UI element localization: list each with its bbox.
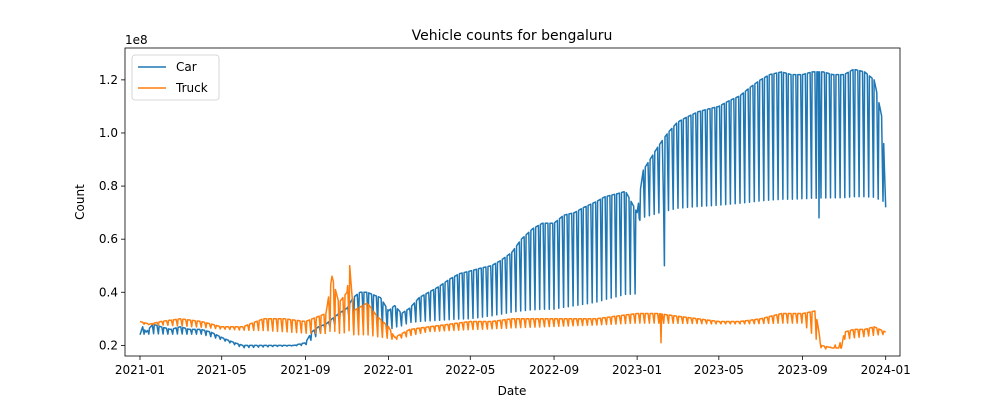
- x-tick-label: 2021-05: [197, 363, 247, 377]
- legend-label-car: Car: [176, 60, 197, 74]
- x-tick-label: 2024-01: [861, 363, 911, 377]
- legend-label-truck: Truck: [175, 81, 208, 95]
- axes-frame: [124, 47, 901, 357]
- x-tick-label: 2023-09: [778, 363, 828, 377]
- x-tick-label: 2021-09: [280, 363, 330, 377]
- y-tick-label: 0.6: [99, 232, 118, 246]
- series-line-truck: [139, 264, 886, 350]
- y-offset-label: 1e8: [125, 33, 148, 47]
- series-line-car: [139, 68, 887, 349]
- x-tick-label: 2022-09: [529, 363, 579, 377]
- y-tick-label: 0.4: [99, 285, 118, 299]
- axis-ticks: 2021-01 2021-05 2021-09 2022-01 2022-05 2022-…: [99, 73, 911, 377]
- y-tick-label: 0.8: [99, 179, 118, 193]
- y-tick-label: 1.0: [99, 126, 118, 140]
- plot-area: [139, 68, 887, 350]
- x-tick-label: 2023-01: [612, 363, 662, 377]
- y-tick-label: 1.2: [99, 73, 118, 87]
- x-tick-label: 2023-05: [694, 363, 744, 377]
- x-tick-label: 2022-05: [445, 363, 495, 377]
- x-tick-label: 2022-01: [363, 363, 413, 377]
- y-tick-label: 0.2: [99, 338, 118, 352]
- legend: Car Truck: [131, 54, 220, 101]
- x-tick-label: 2021-01: [115, 363, 165, 377]
- chart-title: Vehicle counts for bengaluru: [412, 28, 613, 44]
- y-axis-label: Count: [73, 184, 87, 220]
- x-axis-label: Date: [498, 384, 527, 398]
